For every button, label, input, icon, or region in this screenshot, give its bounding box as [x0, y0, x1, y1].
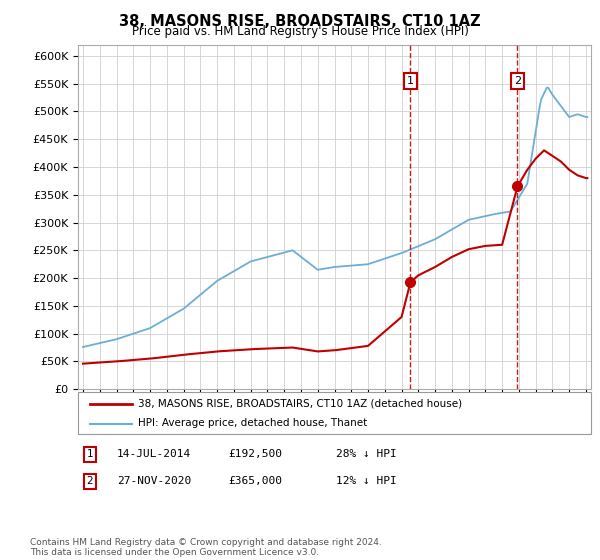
Text: 1: 1 — [86, 450, 94, 459]
Text: 38, MASONS RISE, BROADSTAIRS, CT10 1AZ: 38, MASONS RISE, BROADSTAIRS, CT10 1AZ — [119, 14, 481, 29]
Text: 14-JUL-2014: 14-JUL-2014 — [117, 450, 191, 459]
Text: 2: 2 — [86, 477, 94, 486]
Text: 28% ↓ HPI: 28% ↓ HPI — [336, 450, 397, 459]
Text: 1: 1 — [407, 76, 414, 86]
Text: 38, MASONS RISE, BROADSTAIRS, CT10 1AZ (detached house): 38, MASONS RISE, BROADSTAIRS, CT10 1AZ (… — [138, 399, 462, 409]
Text: HPI: Average price, detached house, Thanet: HPI: Average price, detached house, Than… — [138, 418, 367, 428]
Text: £365,000: £365,000 — [228, 477, 282, 486]
Text: 27-NOV-2020: 27-NOV-2020 — [117, 477, 191, 486]
Text: 12% ↓ HPI: 12% ↓ HPI — [336, 477, 397, 486]
Text: £192,500: £192,500 — [228, 450, 282, 459]
Text: 2: 2 — [514, 76, 521, 86]
Text: Contains HM Land Registry data © Crown copyright and database right 2024.
This d: Contains HM Land Registry data © Crown c… — [30, 538, 382, 557]
Text: Price paid vs. HM Land Registry's House Price Index (HPI): Price paid vs. HM Land Registry's House … — [131, 25, 469, 38]
